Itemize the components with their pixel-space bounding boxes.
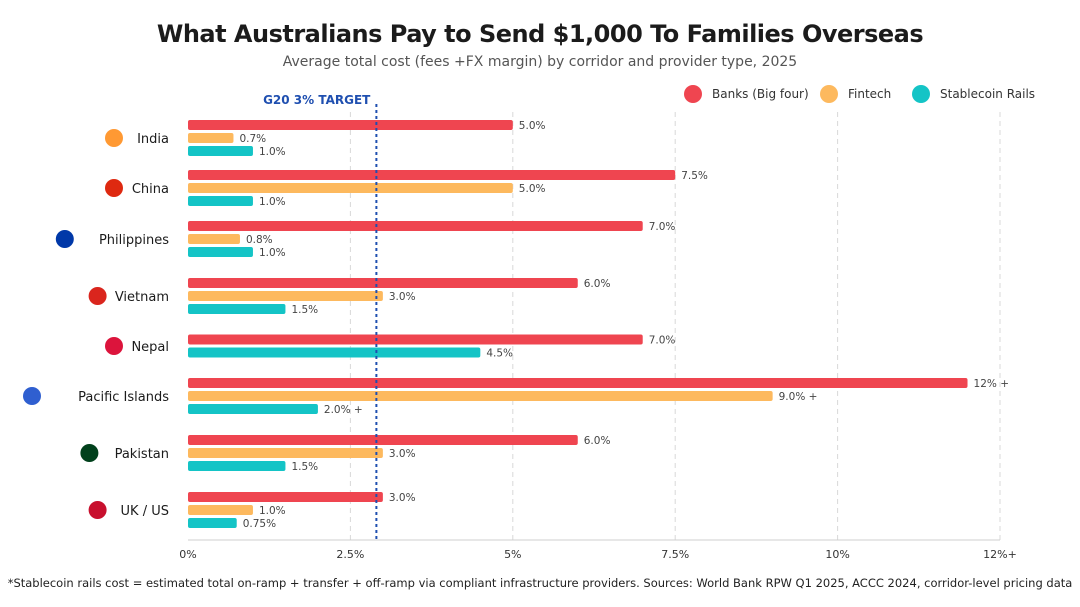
pakistan-flag-icon	[80, 444, 99, 462]
x-tick-label: 2.5%	[336, 548, 364, 561]
legend-item-stablecoin: Stablecoin Rails	[912, 85, 1035, 103]
bar-stablecoin-rails	[188, 461, 286, 471]
bar-stablecoin-rails	[188, 247, 253, 257]
data-label: 1.0%	[259, 247, 286, 259]
x-tick-label: 5%	[504, 548, 521, 561]
category-label: UK / US	[121, 504, 169, 519]
legend-label-stablecoin: Stablecoin Rails	[940, 87, 1036, 101]
bar-banks-big-four-	[188, 278, 578, 288]
category-label: Pacific Islands	[78, 390, 169, 405]
chart-title: What Australians Pay to Send $1,000 To F…	[156, 20, 924, 48]
bar-stablecoin-rails	[188, 196, 253, 206]
category-label: China	[132, 182, 169, 197]
legend-swatch-banks	[684, 85, 702, 103]
data-label: 2.0% +	[324, 404, 363, 416]
data-label: 7.0%	[649, 221, 676, 233]
bar-stablecoin-rails	[188, 304, 286, 314]
x-tick-label: 7.5%	[661, 548, 689, 561]
x-tick-label: 0%	[179, 548, 196, 561]
legend-item-banks: Banks (Big four)	[684, 85, 809, 103]
bar-banks-big-four-	[188, 334, 643, 345]
bar-banks-big-four-	[188, 221, 643, 231]
bar-banks-big-four-	[188, 120, 513, 130]
category-label: Philippines	[99, 233, 169, 248]
data-label: 1.0%	[259, 146, 286, 158]
x-tick-label: 12%+	[983, 548, 1017, 561]
data-label: 7.5%	[681, 170, 708, 182]
china-flag-icon	[105, 179, 123, 197]
data-label: 4.5%	[486, 348, 513, 360]
category-label: Vietnam	[115, 290, 169, 305]
philippines-flag-icon	[55, 230, 74, 248]
category-label: India	[137, 132, 169, 147]
bar-banks-big-four-	[188, 378, 968, 388]
category-label: Pakistan	[115, 447, 169, 462]
uk-us-flag-icon	[88, 501, 107, 519]
india-flag-icon	[105, 129, 123, 147]
bar-fintech	[188, 183, 513, 193]
footnote: *Stablecoin rails cost = estimated total…	[7, 576, 1073, 590]
pacific-islands-icon	[23, 387, 41, 405]
legend-item-fintech: Fintech	[820, 85, 891, 103]
nepal-flag-icon	[105, 337, 123, 355]
data-label: 5.0%	[519, 120, 546, 132]
bar-banks-big-four-	[188, 435, 578, 445]
data-label: 5.0%	[519, 183, 546, 195]
data-label: 0.75%	[243, 518, 276, 530]
legend-swatch-fintech	[820, 85, 838, 103]
bar-fintech	[188, 234, 240, 244]
category-label: Nepal	[131, 340, 169, 355]
bar-fintech	[188, 448, 383, 458]
bar-fintech	[188, 505, 253, 515]
data-label: 3.0%	[389, 492, 416, 504]
bar-fintech	[188, 133, 234, 143]
bar-stablecoin-rails	[188, 146, 253, 156]
bar-banks-big-four-	[188, 492, 383, 502]
data-label: 6.0%	[584, 278, 611, 290]
data-label: 9.0% +	[779, 391, 818, 403]
x-tick-label: 10%	[825, 548, 849, 561]
bar-fintech	[188, 391, 773, 401]
data-label: 1.0%	[259, 505, 286, 517]
data-label: 1.5%	[291, 461, 318, 473]
data-label: 6.0%	[584, 435, 611, 447]
bar-stablecoin-rails	[188, 347, 481, 358]
legend-swatch-stablecoin	[912, 85, 930, 103]
legend-label-fintech: Fintech	[848, 87, 892, 101]
data-label: 3.0%	[389, 448, 416, 460]
legend-label-banks: Banks (Big four)	[712, 87, 809, 101]
bar-stablecoin-rails	[188, 518, 237, 528]
bar-banks-big-four-	[188, 170, 676, 180]
data-label: 1.5%	[291, 304, 318, 316]
vietnam-flag-icon	[88, 287, 107, 305]
data-label: 1.0%	[259, 196, 286, 208]
data-label: 7.0%	[649, 335, 676, 347]
chart-subtitle: Average total cost (fees +FX margin) by …	[282, 54, 798, 70]
data-label: 0.7%	[239, 133, 266, 145]
bar-stablecoin-rails	[188, 404, 318, 414]
bar-fintech	[188, 291, 383, 301]
data-label: 12% +	[974, 378, 1009, 390]
data-label: 0.8%	[246, 234, 273, 246]
data-label: 3.0%	[389, 291, 416, 303]
target-line-label: G20 3% TARGET	[263, 93, 371, 107]
